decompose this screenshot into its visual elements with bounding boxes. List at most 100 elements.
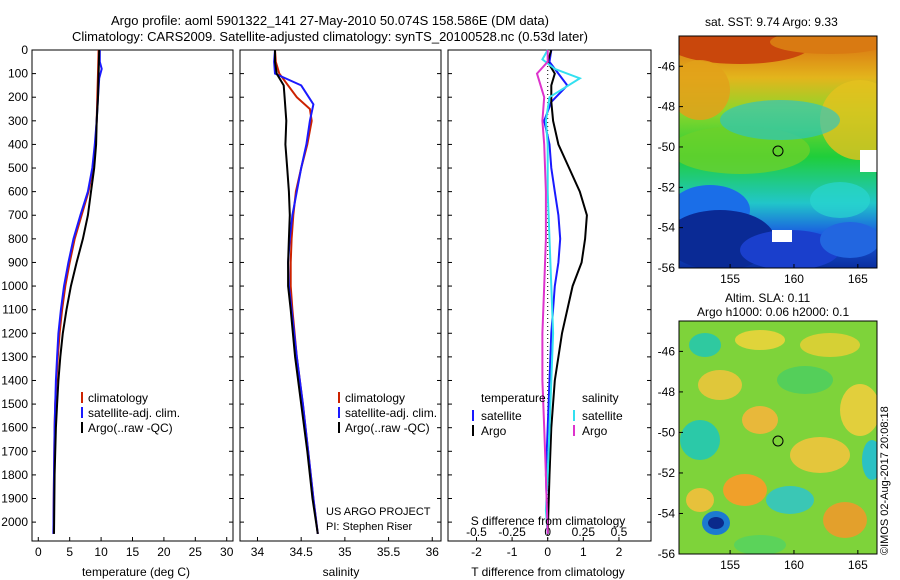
temperature-xtick-label: 5 [66,545,73,559]
difference-t-tick-label: 0 [544,545,551,559]
sla_map-ytick-label: -52 [658,466,676,480]
depth-tick-label: 1200 [1,326,28,340]
salinity-series-climatology [274,49,319,535]
temperature-legend-label: climatology [88,391,148,405]
depth-tick-label: 2000 [1,515,28,529]
depth-tick-label: 1100 [2,303,28,317]
temperature-panel: 0100200300400500600700800900100011001200… [1,43,233,559]
project-credit: US ARGO PROJECT [326,506,431,518]
depth-tick-label: 1500 [1,397,28,411]
difference-frame [447,49,652,542]
depth-tick-label: 1700 [1,444,28,458]
sla_map-ticks: 155 160 165 -46 -48 -50 -52 -54 -56 [658,344,869,572]
salinity-xtick-label: 35.5 [377,545,401,559]
difference-xlabel-T: T difference from climatology [471,565,625,579]
sla-argo-marker [772,435,784,447]
depth-tick-label: 100 [8,67,28,81]
sst-map-title: sat. SST: 9.74 Argo: 9.33 [705,15,838,29]
salinity-series-satellite-adj-clim- [273,49,319,535]
depth-tick-label: 1600 [1,421,28,435]
difference-t-tick-label: 1 [580,545,587,559]
difference-series-satellite [541,49,583,534]
sst-map [678,35,878,269]
difference-t-tick-label: -2 [471,545,482,559]
sst_map-xtick-label: 165 [848,272,868,286]
temperature-series-argo-raw-qc- [53,49,101,534]
difference-t-tick-label: 2 [616,545,623,559]
depth-tick-label: 900 [8,255,28,269]
depth-tick-label: 200 [8,90,28,104]
sla_map-ytick-label: -56 [658,547,676,561]
depth-tick-label: 300 [8,114,28,128]
salinity-legend-label: Argo(..raw -QC) [345,421,430,435]
salinity-series-argo-raw-qc- [274,50,319,535]
sst-map-frame [678,35,878,269]
salinity-xtick-label: 36 [426,545,440,559]
difference-legend-label: Argo [582,424,608,438]
imos-watermark: ©IMOS 02-Aug-2017 20:08:18 [879,406,891,555]
depth-tick-label: 500 [8,161,28,175]
sst_map-ytick-label: -46 [658,59,676,73]
salinity-legend-label: satellite-adj. clim. [345,406,437,420]
sst_map-ytick-label: -54 [658,221,676,235]
difference-legend-label: satellite [481,409,522,423]
difference-s-tick-label: 0.25 [572,525,596,539]
salinity-frame [239,49,442,542]
temperature-xtick-label: 0 [35,545,42,559]
difference-legend-label: satellite [582,409,623,423]
depth-tick-label: 400 [8,137,28,151]
sst_map-ytick-label: -50 [658,140,676,154]
sla_map-xtick-label: 160 [784,558,804,572]
sst_map-ytick-label: -52 [658,180,676,194]
depth-tick-label: 1900 [1,492,28,506]
difference-series-argo [546,49,588,534]
temperature-xtick-label: 30 [220,545,234,559]
sst-argo-marker [772,145,784,157]
temperature-legend-label: satellite-adj. clim. [88,406,180,420]
temperature-xlabel: temperature (deg C) [81,565,191,579]
temperature-series-satellite-adj-clim- [52,50,103,534]
depth-tick-label: 700 [8,208,28,222]
sla_map-ytick-label: -54 [658,506,676,520]
difference-legend-label: Argo [481,424,507,438]
sla_map-xtick-label: 165 [848,558,868,572]
sst-land-patch [860,150,878,172]
sla-map-field [680,330,877,554]
sla_map-ytick-label: -48 [658,385,676,399]
salinity-xtick-label: 35 [338,545,352,559]
temperature-legend-label: Argo(..raw -QC) [88,421,173,435]
depth-tick-label: 0 [21,43,28,57]
salinity-xlabel: salinity [322,565,360,579]
depth-tick-label: 1800 [1,468,28,482]
difference-s-tick-label: -0.25 [498,525,526,539]
sst_map-ytick-label: -48 [658,100,676,114]
difference-t-tick-label: -1 [507,545,518,559]
depth-tick-label: 1000 [1,279,28,293]
sst-map-field [679,36,877,268]
depth-tick-label: 600 [8,185,28,199]
sst-land-patch [772,230,792,242]
sla_map-xtick-label: 155 [720,558,740,572]
sst_map-ytick-label: -56 [658,261,676,275]
salinity-legend-label: climatology [345,391,405,405]
depth-tick-label: 1400 [1,373,28,387]
difference-s-tick-label: 0.5 [611,525,628,539]
difference-xlabel-S: S difference from climatology [470,514,626,528]
difference-legend-heading-salinity: salinity [582,391,619,405]
temperature-series-climatology [52,49,100,534]
sst_map-xtick-label: 155 [720,272,740,286]
temperature-xtick-label: 10 [94,545,108,559]
depth-tick-label: 1300 [1,350,28,364]
temperature-xtick-label: 20 [157,545,171,559]
difference-legend-heading-temperature: temperature [481,391,546,405]
difference-s-tick-label: -0.5 [466,525,487,539]
sst_map-xtick-label: 160 [784,272,804,286]
sla-map-frame [678,320,878,555]
figure-title-line1: Argo profile: aoml 5901322_141 27-May-20… [111,13,549,28]
depth-tick-label: 800 [8,232,28,246]
temperature-xtick-label: 15 [126,545,140,559]
difference-series-satellite [543,49,569,534]
sla-map [678,320,878,555]
